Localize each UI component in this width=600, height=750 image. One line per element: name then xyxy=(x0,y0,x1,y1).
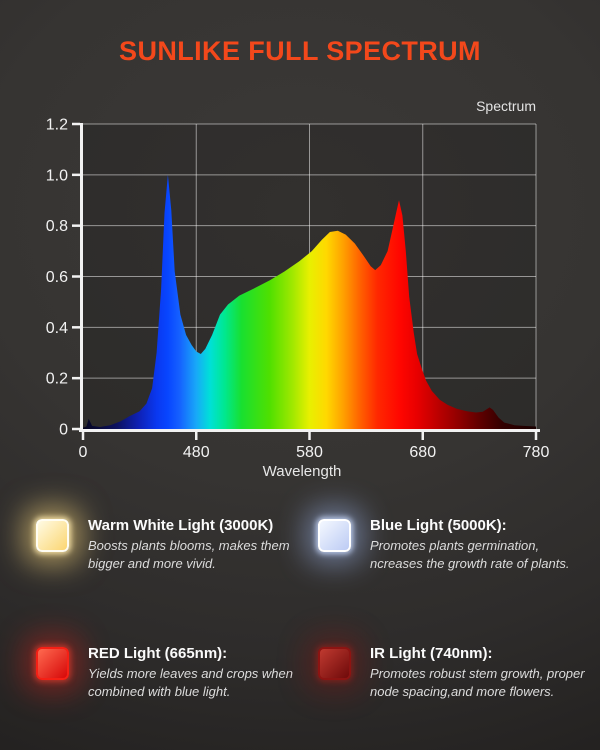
legend-description: Boosts plants blooms, makes them bigger … xyxy=(88,538,290,571)
led-wrap xyxy=(318,634,370,680)
y-tick-label: 1.0 xyxy=(46,167,68,184)
x-tick-label: 0 xyxy=(79,444,88,461)
light-legend: Warm White Light (3000K) Boosts plants b… xyxy=(0,506,600,701)
legend-item-ir: IR Light (740nm): Promotes robust stem g… xyxy=(300,634,600,701)
x-tick-label: 480 xyxy=(183,444,210,461)
y-tick-label: 0.6 xyxy=(46,269,68,286)
y-tick-label: 0.2 xyxy=(46,371,68,388)
spectrum-chart: 0 0.2 0.4 0.6 0.8 1.0 1.2 0 480 580 680 780 Spectrum… xyxy=(46,98,550,480)
led-wrap xyxy=(36,506,88,552)
legend-title: Blue Light (5000K): xyxy=(370,517,507,534)
chart-title: Spectrum xyxy=(476,98,536,114)
y-tick-label: 1.2 xyxy=(46,117,68,134)
red-led-icon xyxy=(36,647,69,680)
y-tick-label: 0.8 xyxy=(46,218,68,235)
legend-description: Promotes robust stem growth, proper node… xyxy=(370,666,585,699)
x-axis-label: Wavelength xyxy=(263,463,342,480)
legend-title: Warm White Light (3000K) xyxy=(88,517,274,534)
y-tick-label: 0.4 xyxy=(46,320,68,337)
x-tick-label: 780 xyxy=(523,444,550,461)
legend-title: RED Light (665nm): xyxy=(88,645,228,662)
page-title: SUNLIKE FULL SPECTRUM xyxy=(119,36,481,66)
y-tick-label: 0 xyxy=(59,422,68,439)
led-wrap xyxy=(318,506,370,552)
blue-led-icon xyxy=(318,519,351,552)
spectrum-area xyxy=(83,174,536,429)
spectrum-chart-canvas: 0 0.2 0.4 0.6 0.8 1.0 1.2 0 480 580 680 780 Spectrum… xyxy=(46,98,550,480)
legend-item-blue: Blue Light (5000K): Promotes plants germ… xyxy=(300,506,600,634)
legend-title: IR Light (740nm): xyxy=(370,645,493,662)
legend-item-warm-white: Warm White Light (3000K) Boosts plants b… xyxy=(0,506,300,634)
ir-led-icon xyxy=(318,647,351,680)
led-wrap xyxy=(36,634,88,680)
warm-white-led-icon xyxy=(36,519,69,552)
x-tick-label: 680 xyxy=(409,444,436,461)
legend-description: Promotes plants germination, ncreases th… xyxy=(370,538,570,571)
legend-description: Yields more leaves and crops when combin… xyxy=(88,666,293,699)
legend-item-red: RED Light (665nm): Yields more leaves an… xyxy=(0,634,300,701)
x-tick-label: 580 xyxy=(296,444,323,461)
